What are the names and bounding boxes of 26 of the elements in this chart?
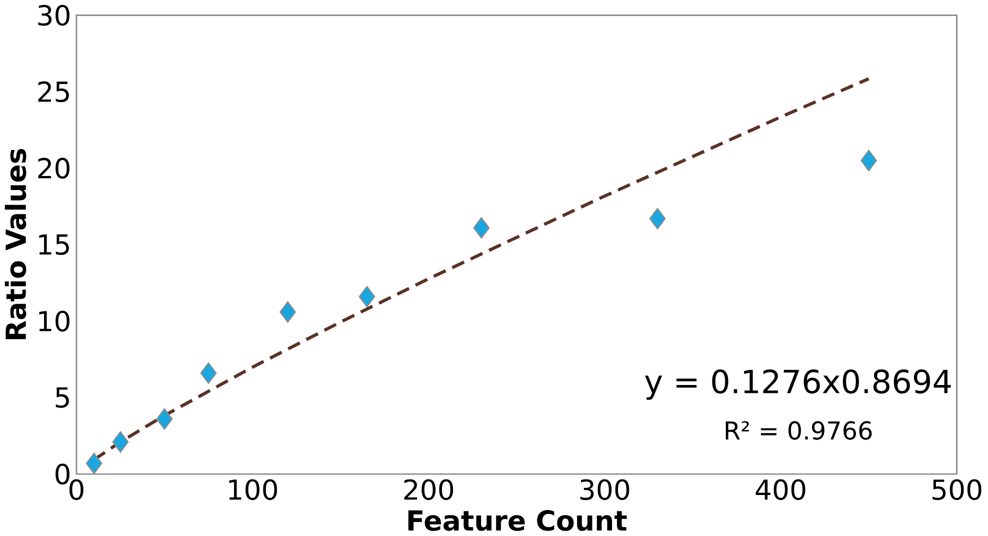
x-axis-title: Feature Count xyxy=(408,510,627,532)
annotation: R² = 0.9766 xyxy=(726,421,872,440)
point xyxy=(860,150,877,172)
y-tick-label: 20 xyxy=(38,158,70,179)
y-tick-label: 0 xyxy=(56,464,70,485)
x-tick-label: 300 xyxy=(580,479,630,500)
point xyxy=(280,301,296,323)
point xyxy=(112,431,129,453)
x-tick-label: 500 xyxy=(932,479,982,500)
y-tick-label: 5 xyxy=(56,387,69,408)
x-tick-label: 400 xyxy=(756,479,806,500)
point xyxy=(200,362,217,384)
y-tick-label: 10 xyxy=(39,310,70,332)
x-tick-label: 100 xyxy=(229,479,277,500)
point xyxy=(358,286,376,308)
y-axis-title: Ratio Values xyxy=(4,149,26,340)
x-tick-label: 200 xyxy=(404,479,454,500)
y-tick-label: 30 xyxy=(38,4,70,26)
point xyxy=(86,452,102,474)
point xyxy=(649,208,666,230)
point xyxy=(473,217,490,239)
point xyxy=(156,408,173,430)
x-tick-label: 0 xyxy=(69,479,84,500)
y-tick-label: 25 xyxy=(38,81,69,102)
annotation: y = 0.1276x0.8694 xyxy=(645,370,951,400)
y-tick-label: 15 xyxy=(39,234,69,256)
